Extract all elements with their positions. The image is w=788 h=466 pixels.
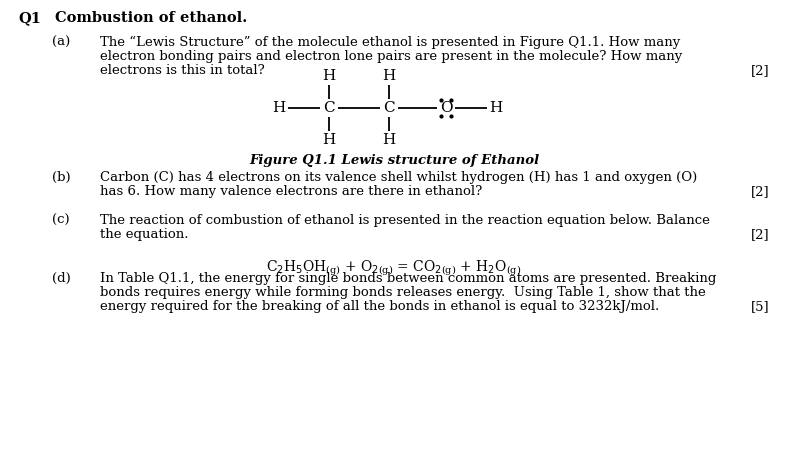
Text: The reaction of combustion of ethanol is presented in the reaction equation belo: The reaction of combustion of ethanol is…	[100, 214, 710, 227]
Text: [5]: [5]	[752, 300, 770, 313]
Text: H: H	[489, 101, 503, 115]
Text: Figure Q1.1 Lewis structure of Ethanol: Figure Q1.1 Lewis structure of Ethanol	[249, 154, 539, 167]
Text: O: O	[440, 101, 452, 115]
Text: C: C	[323, 101, 335, 115]
Text: C$_2$H$_5$OH$_{\mathregular{(g)}}$ + O$_{2\mathregular{(g)}}$ = CO$_{2\mathregul: C$_2$H$_5$OH$_{\mathregular{(g)}}$ + O$_…	[266, 259, 522, 278]
Text: bonds requires energy while forming bonds releases energy.  Using Table 1, show : bonds requires energy while forming bond…	[100, 286, 706, 299]
Text: Combustion of ethanol.: Combustion of ethanol.	[55, 11, 247, 25]
Text: In Table Q1.1, the energy for single bonds between common atoms are presented. B: In Table Q1.1, the energy for single bon…	[100, 272, 716, 285]
Text: electron bonding pairs and electron lone pairs are present in the molecule? How : electron bonding pairs and electron lone…	[100, 50, 682, 63]
Text: H: H	[273, 101, 285, 115]
Text: The “Lewis Structure” of the molecule ethanol is presented in Figure Q1.1. How m: The “Lewis Structure” of the molecule et…	[100, 36, 680, 49]
Text: [2]: [2]	[752, 185, 770, 198]
Text: (c): (c)	[52, 214, 69, 227]
Text: H: H	[382, 133, 396, 147]
Text: [2]: [2]	[752, 228, 770, 241]
Text: H: H	[322, 69, 336, 83]
Text: electrons is this in total?: electrons is this in total?	[100, 64, 265, 77]
Text: (a): (a)	[52, 36, 70, 49]
Text: (d): (d)	[52, 272, 71, 285]
Text: the equation.: the equation.	[100, 228, 188, 241]
Text: C: C	[383, 101, 395, 115]
Text: H: H	[322, 133, 336, 147]
Text: energy required for the breaking of all the bonds in ethanol is equal to 3232kJ/: energy required for the breaking of all …	[100, 300, 660, 313]
Text: [2]: [2]	[752, 64, 770, 77]
Text: H: H	[382, 69, 396, 83]
Text: Carbon (C) has 4 electrons on its valence shell whilst hydrogen (H) has 1 and ox: Carbon (C) has 4 electrons on its valenc…	[100, 171, 697, 184]
Text: Q1: Q1	[18, 11, 41, 25]
Text: has 6. How many valence electrons are there in ethanol?: has 6. How many valence electrons are th…	[100, 185, 482, 198]
Text: (b): (b)	[52, 171, 71, 184]
